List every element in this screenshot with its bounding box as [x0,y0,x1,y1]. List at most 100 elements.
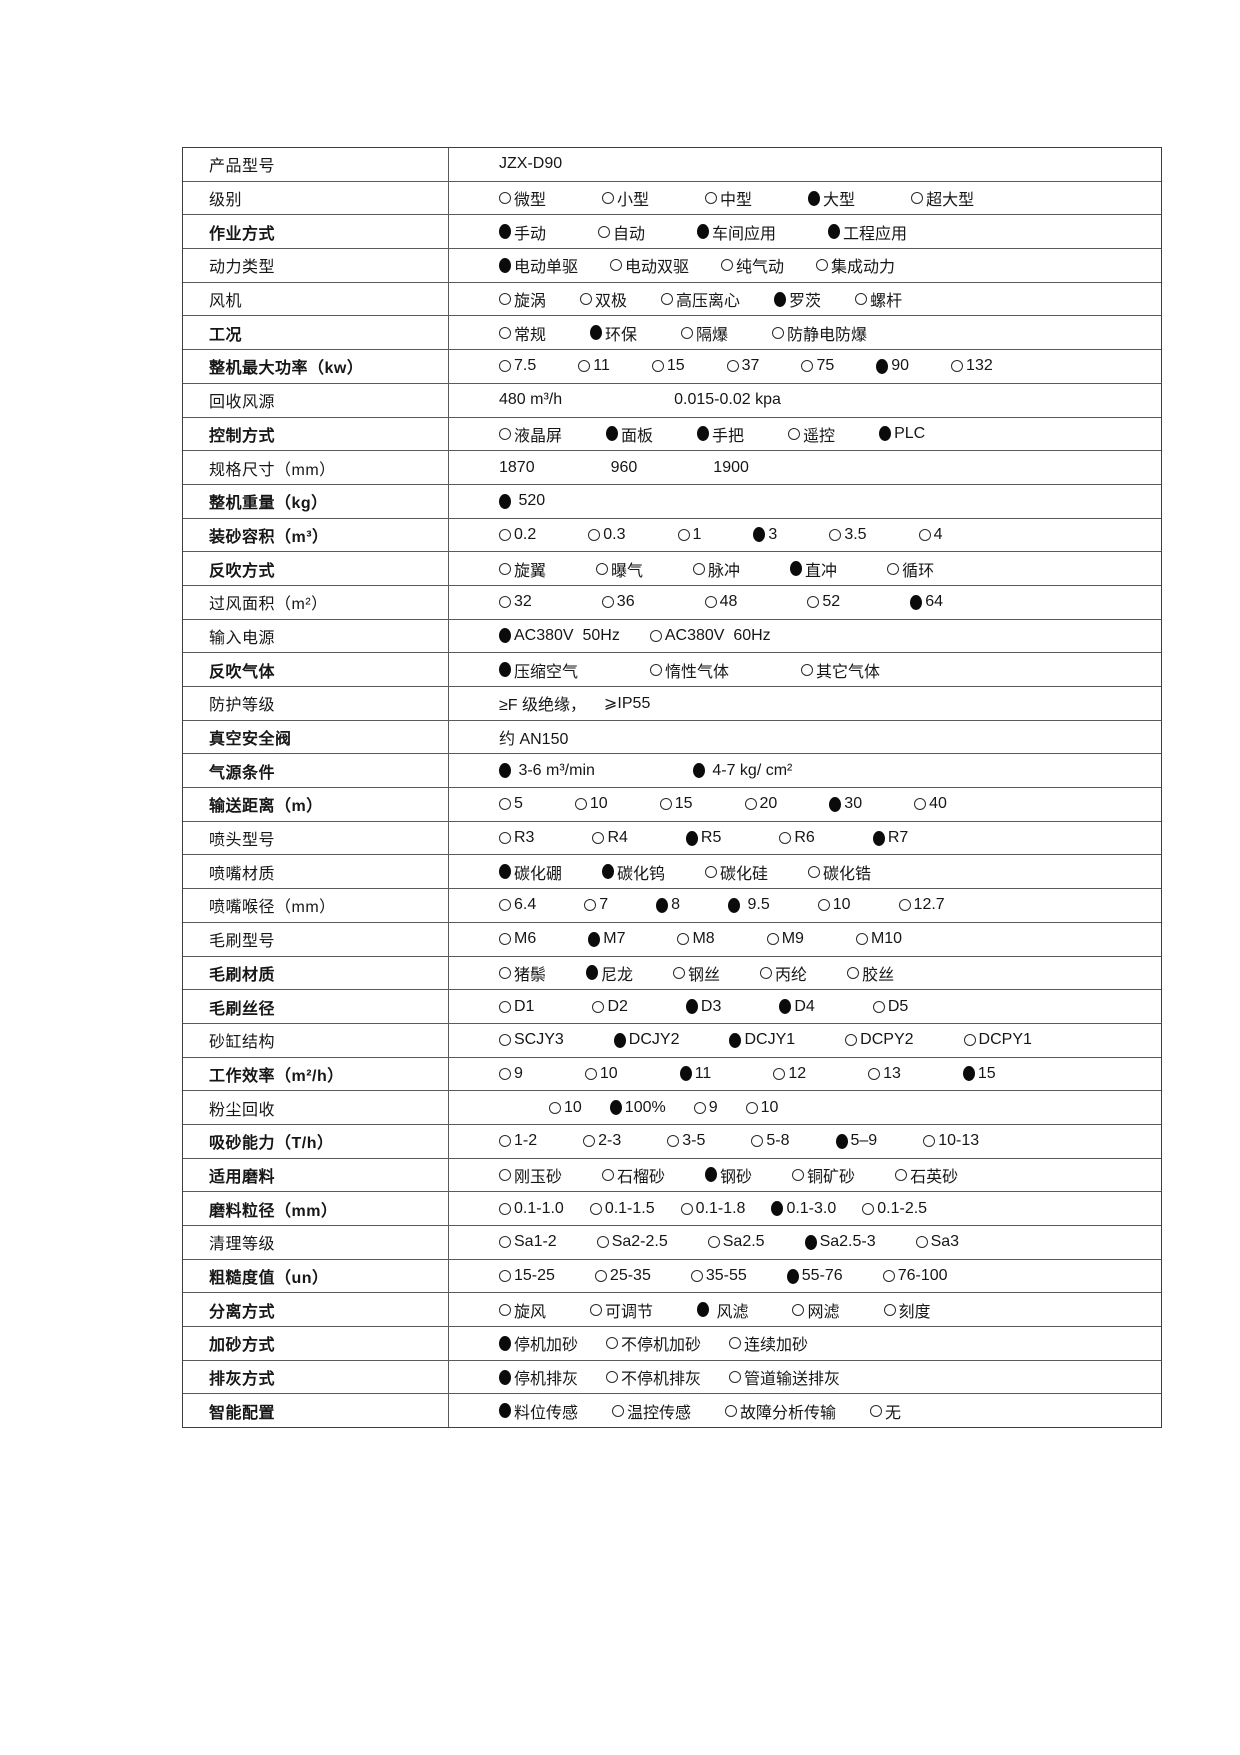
radio-option: 3-6 m³/min [499,762,595,780]
radio-empty-icon [808,865,821,878]
radio-empty-icon [651,360,664,373]
radio-empty-icon [729,1337,742,1350]
option-label: 55-76 [801,1267,843,1285]
spec-value: 微型 小型 中型 大型 超大型 [449,182,1161,215]
radio-option: 20 [744,795,777,813]
option-label: 10 [832,896,851,914]
radio-option: 料位传感 [499,1399,578,1423]
radio-empty-icon [855,933,868,946]
radio-empty-icon [549,1101,561,1114]
spec-label: 控制方式 [183,417,449,451]
spec-row: 喷嘴喉径（mm） 6.4 7 8 9.5 10 12.7 [183,889,1161,923]
radio-option: 8 [656,896,680,914]
spec-label: 智能配置 [183,1394,449,1428]
option-label: 刚玉砂 [514,1168,563,1186]
radio-option: 0.1-2.5 [862,1200,927,1218]
radio-option: D2 [592,998,628,1016]
radio-filled-icon [606,426,619,442]
option-label: DCPY2 [860,1031,914,1049]
option-label: M10 [870,930,903,948]
spec-value: 碳化硼 碳化钨 碳化硅 碳化锆 [449,855,1161,888]
option-label: 铜矿砂 [807,1168,856,1186]
spec-value: D1 D2 D3 D4 D5 [449,990,1161,1023]
option-label: 工程应用 [843,225,908,243]
spec-row: 产品型号 JZX-D90 [183,148,1161,182]
option-label: 碳化钨 [617,865,666,883]
radio-filled-icon [835,1133,848,1149]
spec-row: 真空安全阀 约 AN150 [183,720,1161,755]
radio-empty-icon [883,1303,896,1316]
option-label: R3 [514,829,535,847]
radio-empty-icon [898,899,911,912]
radio-filled-icon [729,1032,742,1048]
radio-option: 微型 [499,186,546,210]
radio-option: 石英砂 [895,1163,958,1187]
radio-filled-icon [786,1268,799,1284]
radio-empty-icon [584,899,597,912]
radio-option: 常规 [499,321,546,345]
radio-filled-icon [829,796,842,812]
spec-row: 工况 常规 环保 隔爆 防静电防爆 [183,316,1161,351]
spec-row: 喷嘴材质 碳化硼 碳化钨 碳化硅 碳化锆 [183,855,1161,890]
radio-option: 超大型 [911,186,974,210]
radio-empty-icon [963,1034,976,1047]
option-label: 隔爆 [696,326,729,344]
radio-option: Sa2.5 [707,1233,765,1251]
radio-empty-icon [606,1337,619,1350]
radio-empty-icon [792,1303,805,1316]
spec-label: 输入电源 [183,619,449,653]
radio-option: 12.7 [898,896,945,914]
radio-empty-icon [677,933,690,946]
value-text: 约 AN150 [499,725,568,749]
radio-option: 5-8 [751,1132,790,1150]
radio-option: 脉冲 [693,557,740,581]
radio-empty-icon [882,1270,895,1283]
option-label: 3-5 [682,1132,706,1150]
option-label: 64 [925,593,943,611]
radio-option: 高压离心 [661,287,740,311]
radio-empty-icon [499,1034,511,1047]
radio-empty-icon [499,192,511,205]
radio-option: 5 [499,795,523,813]
option-label: 停机排灰 [514,1371,579,1389]
radio-empty-icon [829,528,842,541]
option-label: 40 [929,795,947,813]
radio-option: 胶丝 [847,961,894,985]
radio-empty-icon [792,1168,805,1181]
radio-empty-icon [596,1236,609,1249]
radio-option: 0.1-1.5 [589,1200,655,1218]
radio-option: 11 [578,357,610,375]
radio-option: 3-5 [667,1132,705,1150]
option-label: 37 [741,357,760,375]
option-label: 32 [514,593,532,611]
radio-filled-icon [499,763,511,779]
spec-label: 工况 [183,316,449,350]
option-label: 纯气动 [736,259,785,277]
radio-empty-icon [751,1135,764,1148]
radio-option: 车间应用 [697,220,776,244]
spec-label: 加砂方式 [183,1327,449,1360]
radio-option: 停机排灰 [499,1365,578,1389]
option-label: M8 [692,930,715,948]
spec-row: 动力类型 电动单驱 电动双驱 纯气动 集成动力 [183,249,1161,283]
radio-option: DCPY1 [963,1031,1032,1049]
option-label: ≥F 级绝缘， [499,697,587,715]
option-label: 10-13 [938,1132,980,1150]
option-label: 故障分析传输 [740,1404,837,1422]
radio-option: 37 [726,357,760,375]
spec-label: 整机最大功率（kw） [183,350,449,383]
radio-option: 钢丝 [673,961,720,985]
radio-empty-icon [911,192,924,205]
option-label: 0.1-1.0 [514,1199,564,1217]
radio-filled-icon [728,897,741,913]
radio-empty-icon [690,1270,703,1283]
option-label: 尼龙 [601,966,634,984]
radio-empty-icon [601,596,614,609]
radio-option: 铜矿砂 [792,1163,855,1187]
spec-label: 输送距离（m） [183,788,449,821]
spec-row: 磨料粒径（mm） 0.1-1.0 0.1-1.5 0.1-1.8 0.1-3.0 0.1-… [183,1192,1161,1226]
radio-filled-icon [590,325,603,341]
spec-value: 15-25 25-35 35-55 55-76 76-100 [449,1260,1161,1293]
radio-option: 曝气 [596,557,643,581]
